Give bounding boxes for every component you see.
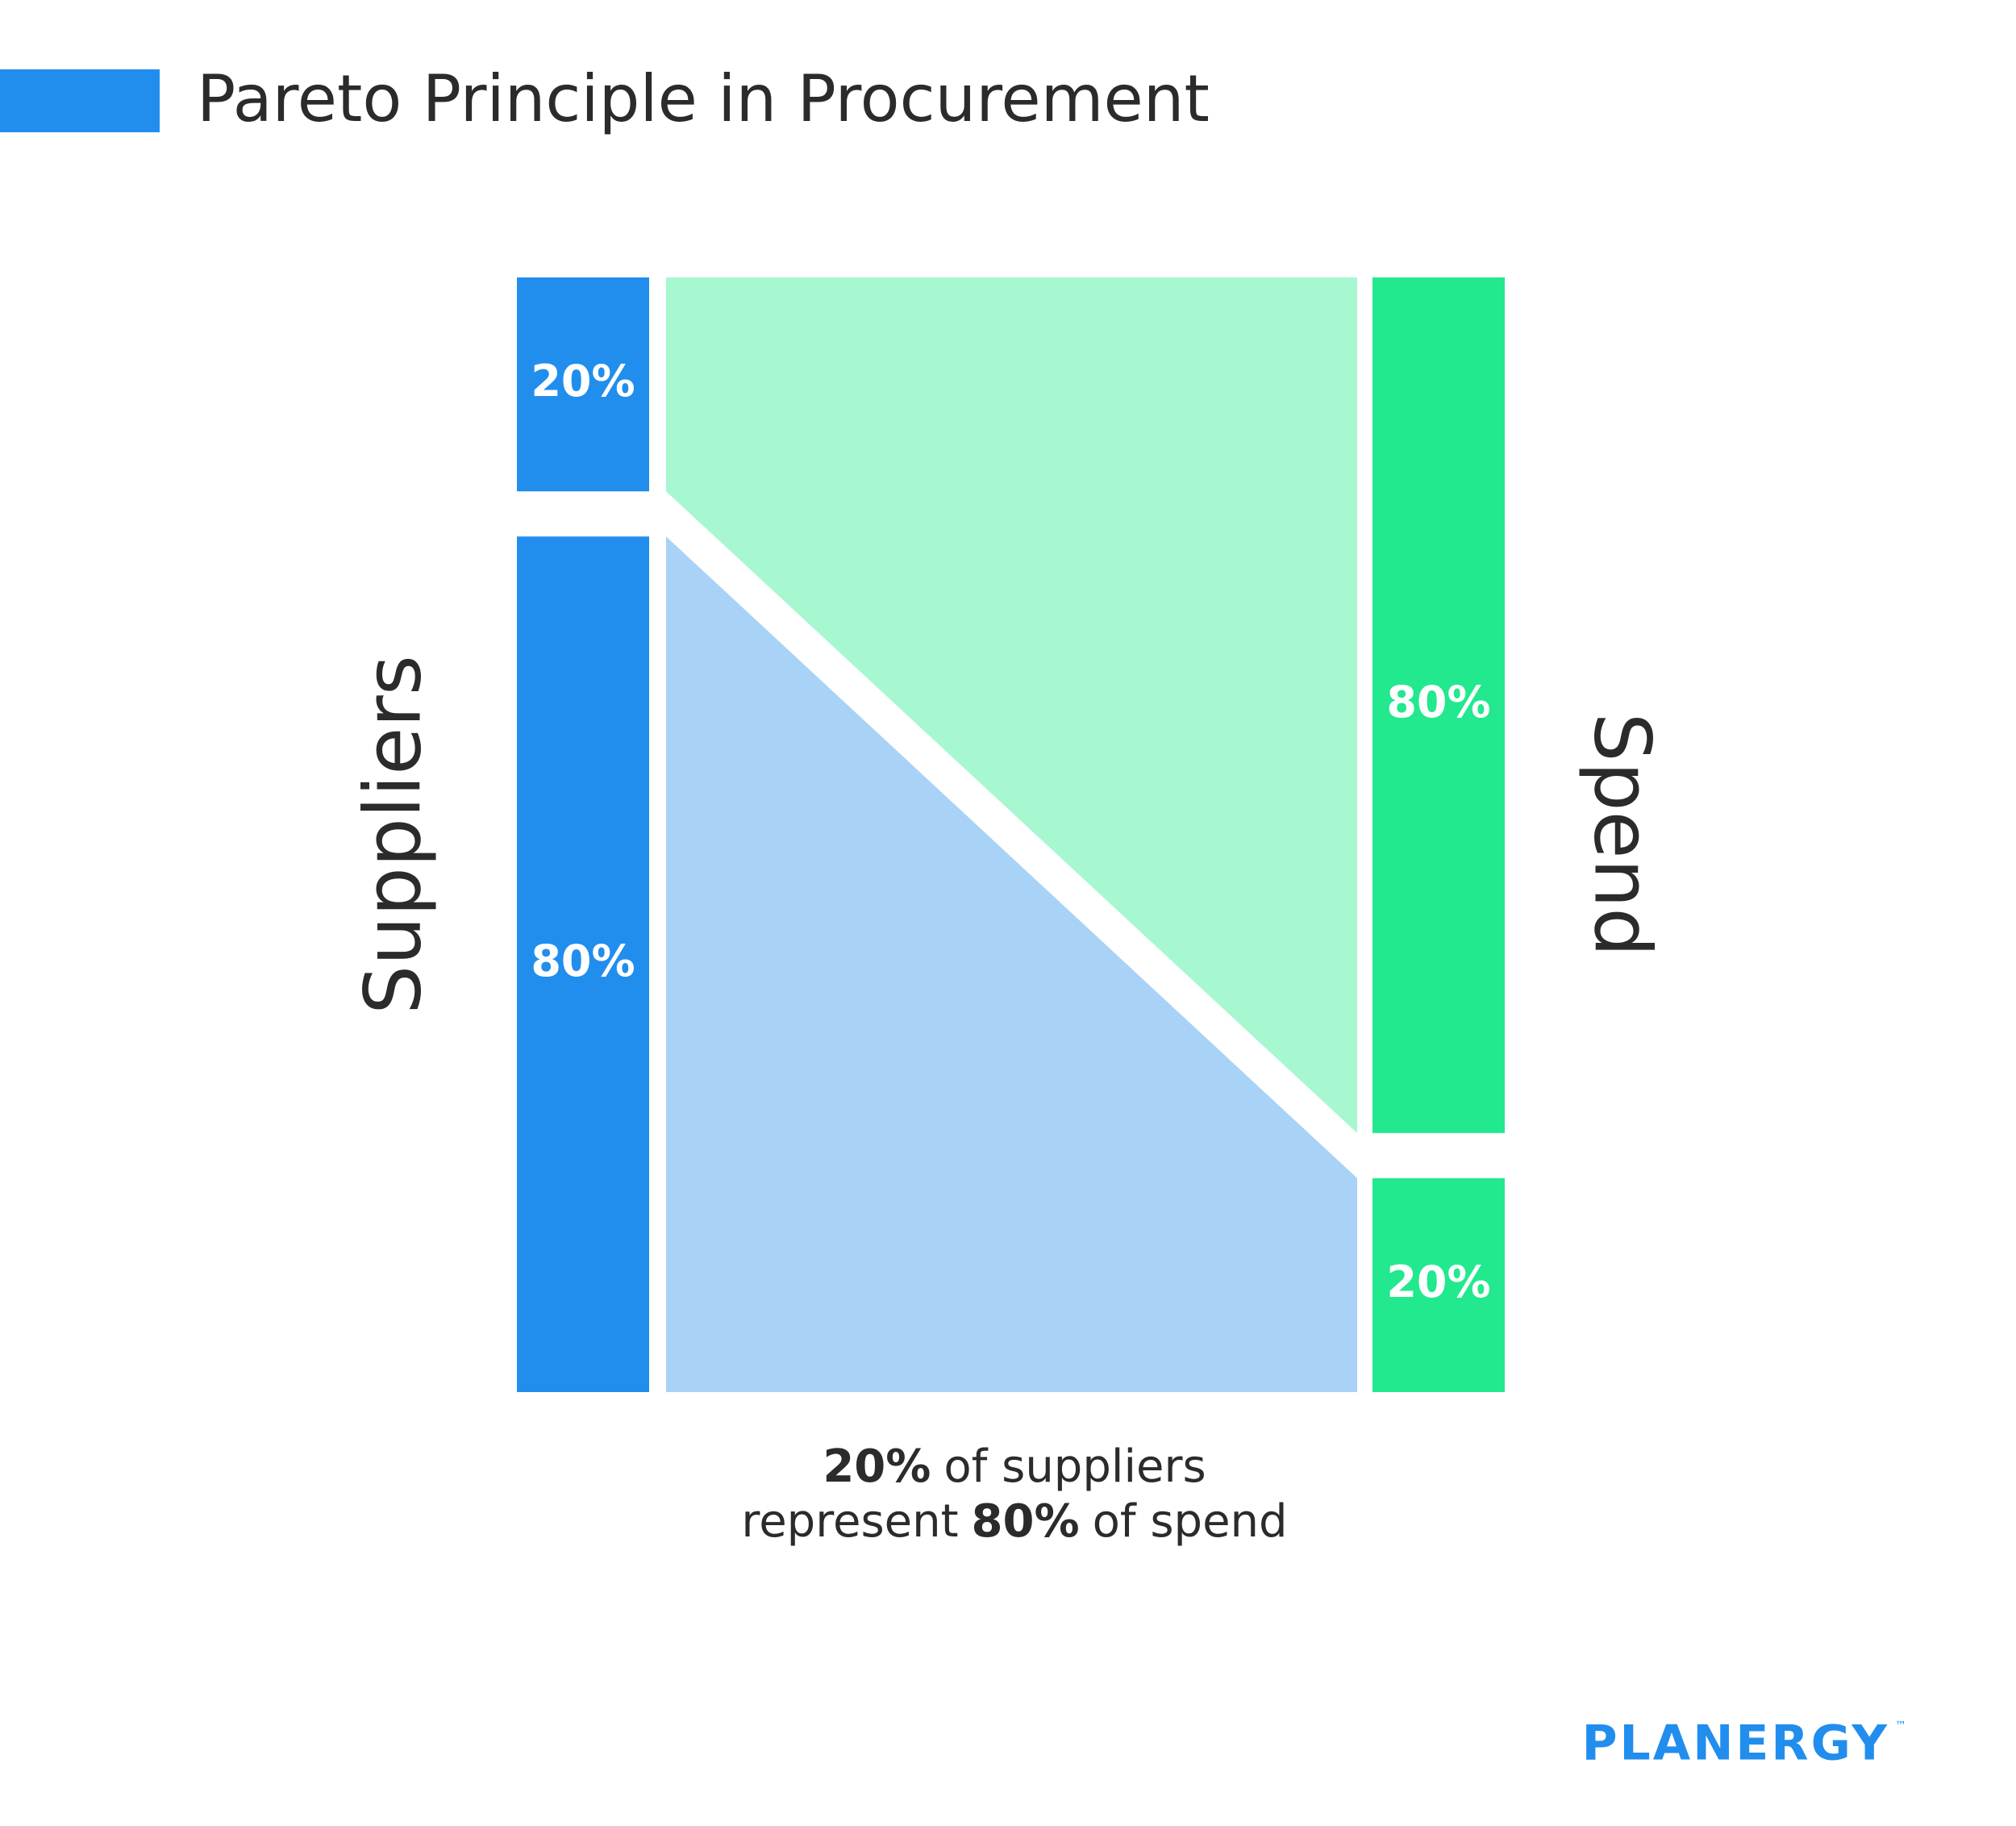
value-label: 20% bbox=[531, 356, 635, 406]
flow bbox=[666, 277, 1357, 1133]
annotation-part: represent bbox=[741, 1495, 958, 1548]
annotation-part: of spend bbox=[1093, 1495, 1288, 1548]
chart-title: Pareto Principle in Procurement bbox=[197, 61, 1210, 136]
node-name: Suppliers bbox=[348, 655, 438, 1015]
annotation-part: 80% bbox=[972, 1495, 1080, 1548]
node-bar bbox=[1372, 277, 1505, 1133]
annotation-part: 20% bbox=[823, 1440, 931, 1493]
annotation-part: of suppliers bbox=[943, 1440, 1206, 1493]
node-bar bbox=[1372, 1178, 1505, 1392]
annotation: represent 80% of spend bbox=[741, 1495, 1287, 1548]
node-name: Spend bbox=[1577, 713, 1668, 957]
value-label: 20% bbox=[1386, 1257, 1490, 1307]
annotation: 20% of suppliers bbox=[823, 1440, 1206, 1493]
node-bar bbox=[517, 277, 649, 492]
flow bbox=[666, 536, 1357, 1393]
node-bar bbox=[517, 536, 649, 1393]
value-label: 80% bbox=[1386, 677, 1490, 727]
trademark: ™ bbox=[1895, 1720, 1906, 1732]
title-bar bbox=[0, 69, 160, 132]
brand: PLANERGY bbox=[1582, 1716, 1889, 1772]
value-label: 80% bbox=[531, 936, 635, 986]
